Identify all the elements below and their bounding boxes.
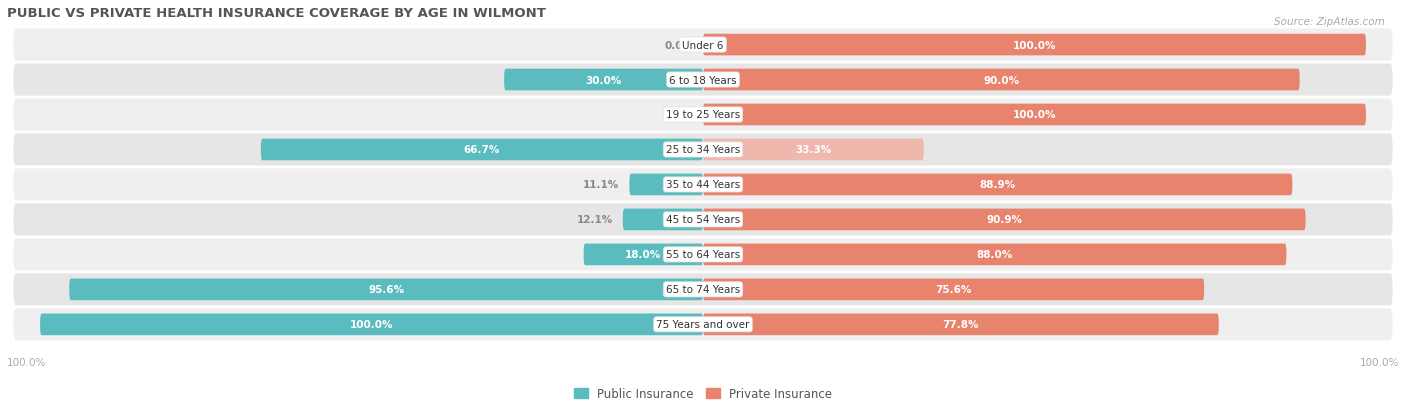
FancyBboxPatch shape	[69, 279, 703, 301]
FancyBboxPatch shape	[703, 174, 1292, 196]
Text: 12.1%: 12.1%	[576, 215, 613, 225]
FancyBboxPatch shape	[583, 244, 703, 266]
Text: 35 to 44 Years: 35 to 44 Years	[666, 180, 740, 190]
FancyBboxPatch shape	[703, 69, 1299, 91]
Text: 25 to 34 Years: 25 to 34 Years	[666, 145, 740, 155]
Text: 100.0%: 100.0%	[7, 357, 46, 367]
Text: 11.1%: 11.1%	[583, 180, 620, 190]
FancyBboxPatch shape	[505, 69, 703, 91]
FancyBboxPatch shape	[703, 209, 1306, 231]
Legend: Public Insurance, Private Insurance: Public Insurance, Private Insurance	[569, 383, 837, 405]
FancyBboxPatch shape	[14, 99, 1392, 131]
Text: 90.0%: 90.0%	[983, 75, 1019, 85]
Text: 95.6%: 95.6%	[368, 285, 404, 294]
FancyBboxPatch shape	[14, 134, 1392, 166]
Text: 75.6%: 75.6%	[935, 285, 972, 294]
Text: 100.0%: 100.0%	[1012, 110, 1056, 120]
FancyBboxPatch shape	[14, 309, 1392, 341]
FancyBboxPatch shape	[703, 314, 1219, 335]
Text: 33.3%: 33.3%	[796, 145, 831, 155]
Text: 88.9%: 88.9%	[980, 180, 1015, 190]
Text: 55 to 64 Years: 55 to 64 Years	[666, 250, 740, 260]
Text: Under 6: Under 6	[682, 40, 724, 50]
Text: 65 to 74 Years: 65 to 74 Years	[666, 285, 740, 294]
Text: 19 to 25 Years: 19 to 25 Years	[666, 110, 740, 120]
FancyBboxPatch shape	[14, 274, 1392, 306]
FancyBboxPatch shape	[262, 139, 703, 161]
FancyBboxPatch shape	[14, 204, 1392, 236]
FancyBboxPatch shape	[703, 35, 1365, 56]
Text: 88.0%: 88.0%	[977, 250, 1012, 260]
Text: 100.0%: 100.0%	[1360, 357, 1399, 367]
FancyBboxPatch shape	[703, 104, 1365, 126]
Text: 30.0%: 30.0%	[585, 75, 621, 85]
Text: 6 to 18 Years: 6 to 18 Years	[669, 75, 737, 85]
FancyBboxPatch shape	[623, 209, 703, 231]
Text: 75 Years and over: 75 Years and over	[657, 320, 749, 330]
Text: 77.8%: 77.8%	[942, 320, 979, 330]
Text: 0.0%: 0.0%	[664, 110, 693, 120]
Text: 18.0%: 18.0%	[626, 250, 661, 260]
Text: 90.9%: 90.9%	[986, 215, 1022, 225]
Text: 0.0%: 0.0%	[664, 40, 693, 50]
FancyBboxPatch shape	[703, 244, 1286, 266]
FancyBboxPatch shape	[630, 174, 703, 196]
FancyBboxPatch shape	[14, 29, 1392, 62]
Text: 66.7%: 66.7%	[464, 145, 501, 155]
Text: 100.0%: 100.0%	[1012, 40, 1056, 50]
FancyBboxPatch shape	[703, 139, 924, 161]
FancyBboxPatch shape	[14, 239, 1392, 271]
Text: 100.0%: 100.0%	[350, 320, 394, 330]
Text: 45 to 54 Years: 45 to 54 Years	[666, 215, 740, 225]
FancyBboxPatch shape	[41, 314, 703, 335]
FancyBboxPatch shape	[703, 279, 1204, 301]
FancyBboxPatch shape	[14, 169, 1392, 201]
Text: Source: ZipAtlas.com: Source: ZipAtlas.com	[1274, 17, 1385, 26]
FancyBboxPatch shape	[14, 64, 1392, 96]
Text: PUBLIC VS PRIVATE HEALTH INSURANCE COVERAGE BY AGE IN WILMONT: PUBLIC VS PRIVATE HEALTH INSURANCE COVER…	[7, 7, 546, 20]
